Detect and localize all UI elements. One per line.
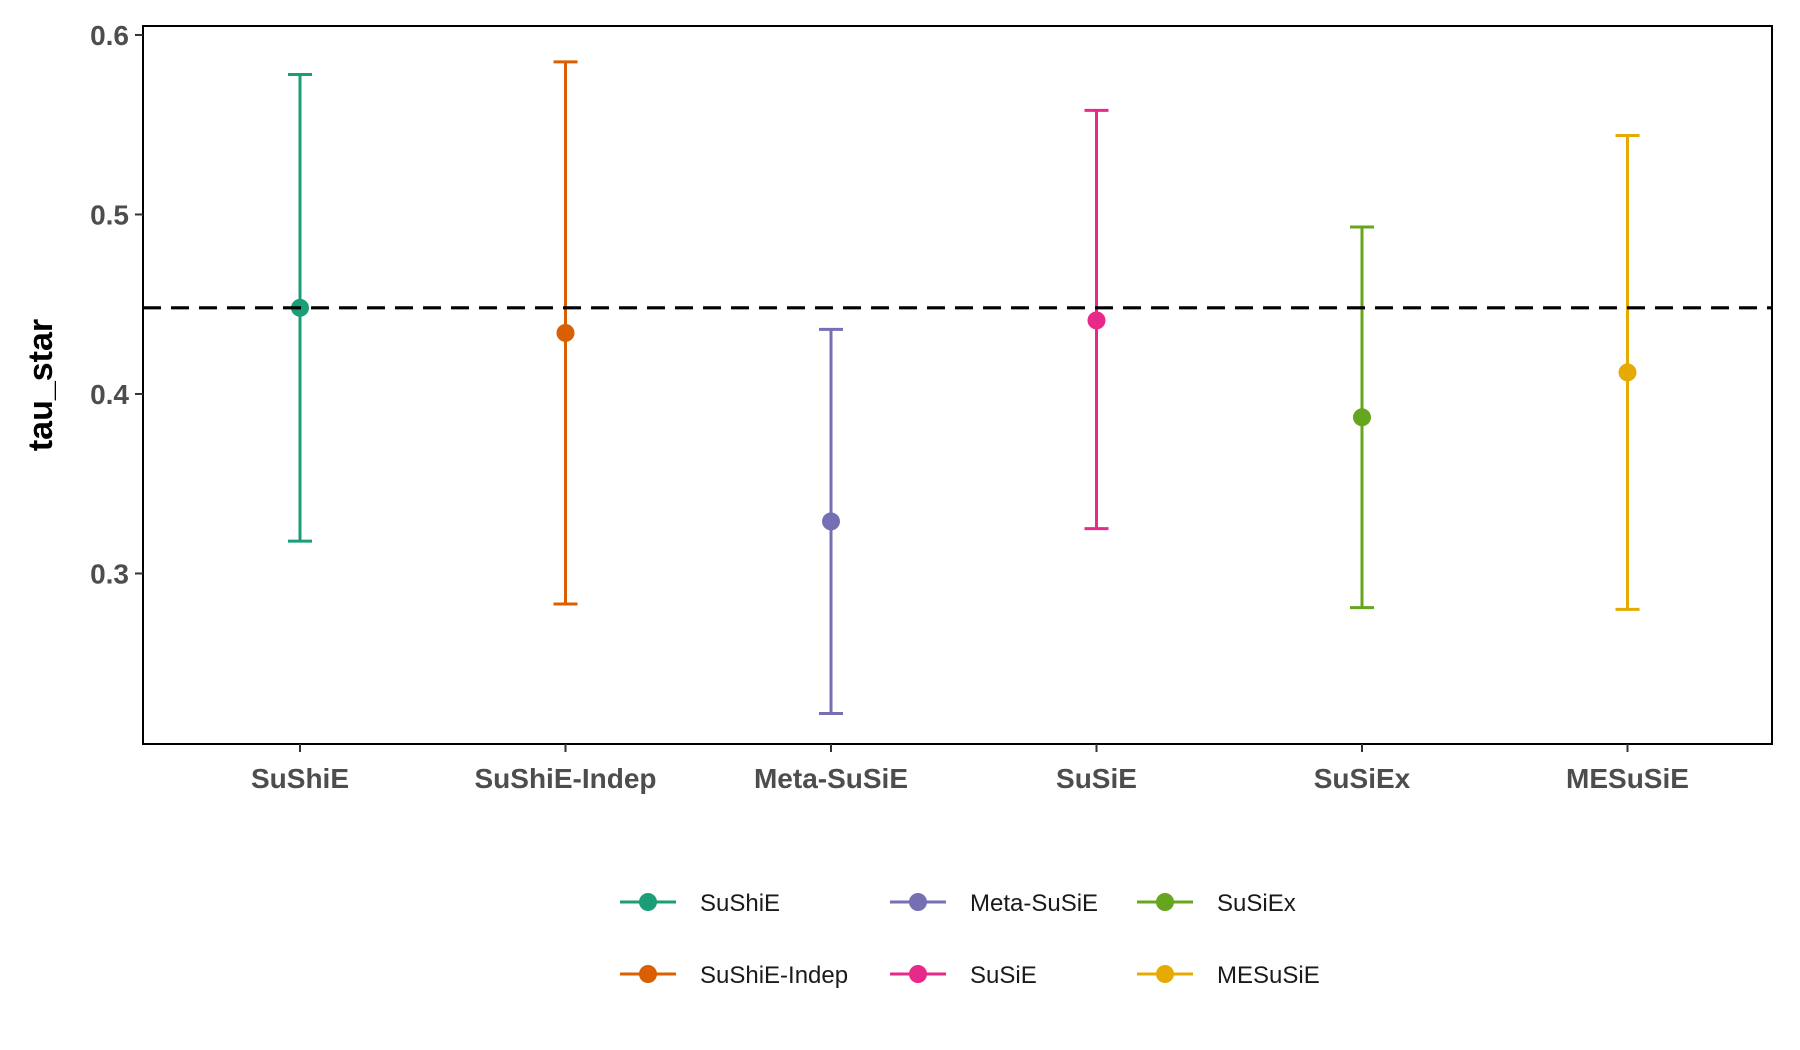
errorbar-sushie-indep (553, 60, 578, 606)
legend-key-point (639, 965, 657, 983)
errorbar-susie (1084, 108, 1109, 531)
x-tick-label: SuSiE (1056, 763, 1137, 794)
x-tick-label: Meta-SuSiE (754, 763, 908, 794)
legend-item-meta-susie: Meta-SuSiE (890, 890, 1098, 917)
legend-item-sushie: SuShiE (620, 890, 780, 917)
point-estimate (1353, 408, 1371, 427)
legend-label: MESuSiE (1217, 962, 1320, 989)
legend-item-susie: SuSiE (890, 962, 1037, 989)
legend-item-susiex: SuSiEx (1137, 890, 1296, 917)
legend-label: SuShiE (700, 890, 780, 917)
errorbar-meta-susie (819, 327, 843, 715)
legend-label: Meta-SuSiE (970, 890, 1098, 917)
legend-item-sushie-indep: SuShiE-Indep (620, 962, 848, 989)
legend-item-mesusie: MESuSiE (1137, 962, 1320, 989)
axes-layer: 0.3 0.4 0.5 0.6 SuShiE SuShiE-Indep Meta-SuSiE… (22, 20, 1773, 794)
y-tick-label: 0.6 (90, 20, 129, 51)
legend-key-point (909, 893, 927, 911)
y-axis-title: tau_star (22, 319, 60, 451)
errorbar-mesusie (1615, 133, 1640, 611)
y-tick-label: 0.4 (90, 379, 129, 410)
marks-layer (143, 60, 1772, 715)
legend-key-point (909, 965, 927, 983)
legend-label: SuSiE (970, 962, 1037, 989)
legend-label: SuSiEx (1217, 890, 1296, 917)
legend-key-point (639, 893, 657, 911)
y-tick-label: 0.3 (90, 558, 129, 589)
point-estimate (556, 323, 575, 342)
x-tick-label: SuShiE-Indep (475, 763, 657, 794)
plot-panel-border (142, 25, 1773, 745)
legend: SuShiE SuShiE-Indep Meta-SuSiE SuSiE SuSiEx M… (620, 890, 1320, 989)
errorbar-susiex (1350, 225, 1374, 610)
point-estimate (1618, 363, 1637, 382)
legend-label: SuShiE-Indep (700, 962, 848, 989)
x-tick-label: SuShiE (251, 763, 349, 794)
x-tick-label: MESuSiE (1566, 763, 1689, 794)
point-estimate (1087, 311, 1106, 330)
point-estimate (822, 512, 840, 531)
y-tick-label: 0.5 (90, 199, 129, 230)
x-tick-label: SuSiEx (1314, 763, 1411, 794)
legend-key-point (1156, 965, 1174, 983)
legend-key-point (1156, 893, 1174, 911)
